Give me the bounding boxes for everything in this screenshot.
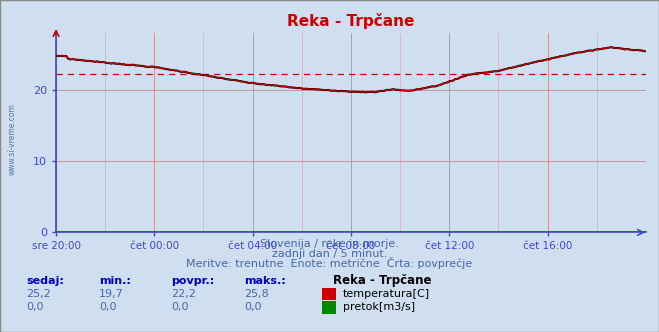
- Text: sedaj:: sedaj:: [26, 276, 64, 286]
- Text: min.:: min.:: [99, 276, 130, 286]
- Text: 25,8: 25,8: [244, 289, 269, 299]
- Text: 0,0: 0,0: [99, 302, 117, 312]
- Text: 22,2: 22,2: [171, 289, 196, 299]
- Text: 0,0: 0,0: [26, 302, 44, 312]
- Text: temperatura[C]: temperatura[C]: [343, 289, 430, 299]
- Title: Reka - Trpčane: Reka - Trpčane: [287, 13, 415, 29]
- Text: 0,0: 0,0: [244, 302, 262, 312]
- Text: maks.:: maks.:: [244, 276, 285, 286]
- Text: www.si-vreme.com: www.si-vreme.com: [8, 104, 17, 175]
- Text: povpr.:: povpr.:: [171, 276, 215, 286]
- Text: 19,7: 19,7: [99, 289, 124, 299]
- Text: Slovenija / reke in morje.: Slovenija / reke in morje.: [260, 239, 399, 249]
- Text: 25,2: 25,2: [26, 289, 51, 299]
- Text: Meritve: trenutne  Enote: metrične  Črta: povprečje: Meritve: trenutne Enote: metrične Črta: …: [186, 257, 473, 269]
- Text: pretok[m3/s]: pretok[m3/s]: [343, 302, 415, 312]
- Text: 0,0: 0,0: [171, 302, 189, 312]
- Text: zadnji dan / 5 minut.: zadnji dan / 5 minut.: [272, 249, 387, 259]
- Text: Reka - Trpčane: Reka - Trpčane: [333, 274, 431, 287]
